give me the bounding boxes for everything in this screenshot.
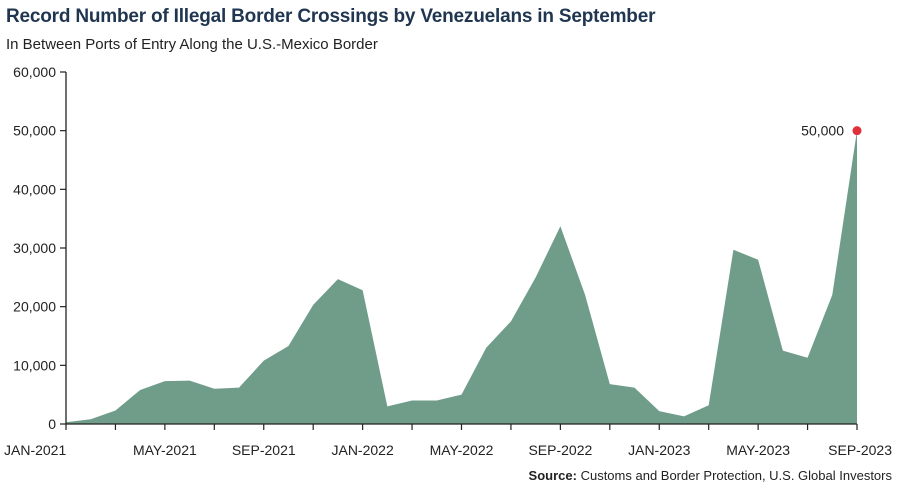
x-tick-label: JAN-2023 [628,442,690,458]
source-label: Source: [528,468,577,483]
highlight-label: 50,000 [801,123,844,139]
x-tick-label: JAN-2022 [331,442,393,458]
x-tick-label: SEP-2023 [828,442,892,458]
y-tick-label: 0 [48,416,56,432]
x-tick-label: MAY-2021 [133,442,197,458]
source-text: Customs and Border Protection, U.S. Glob… [580,468,892,483]
y-tick-label: 60,000 [13,64,56,80]
y-tick-label: 30,000 [13,240,56,256]
highlight-point [852,126,862,136]
x-tick-label: MAY-2022 [430,442,494,458]
y-tick-label: 50,000 [13,123,56,139]
series-area [66,130,857,425]
x-tick-label: SEP-2022 [528,442,592,458]
y-tick-label: 40,000 [13,181,56,197]
chart-title: Record Number of Illegal Border Crossing… [6,6,656,27]
y-tick-label: 20,000 [13,299,56,315]
source-note: Source: Customs and Border Protection, U… [529,468,892,483]
x-tick-label: JAN-2021 [4,442,66,458]
x-tick-label: MAY-2023 [726,442,790,458]
x-tick-label: SEP-2021 [232,442,296,458]
y-tick-label: 10,000 [13,357,56,373]
chart-subtitle: In Between Ports of Entry Along the U.S.… [6,36,378,53]
